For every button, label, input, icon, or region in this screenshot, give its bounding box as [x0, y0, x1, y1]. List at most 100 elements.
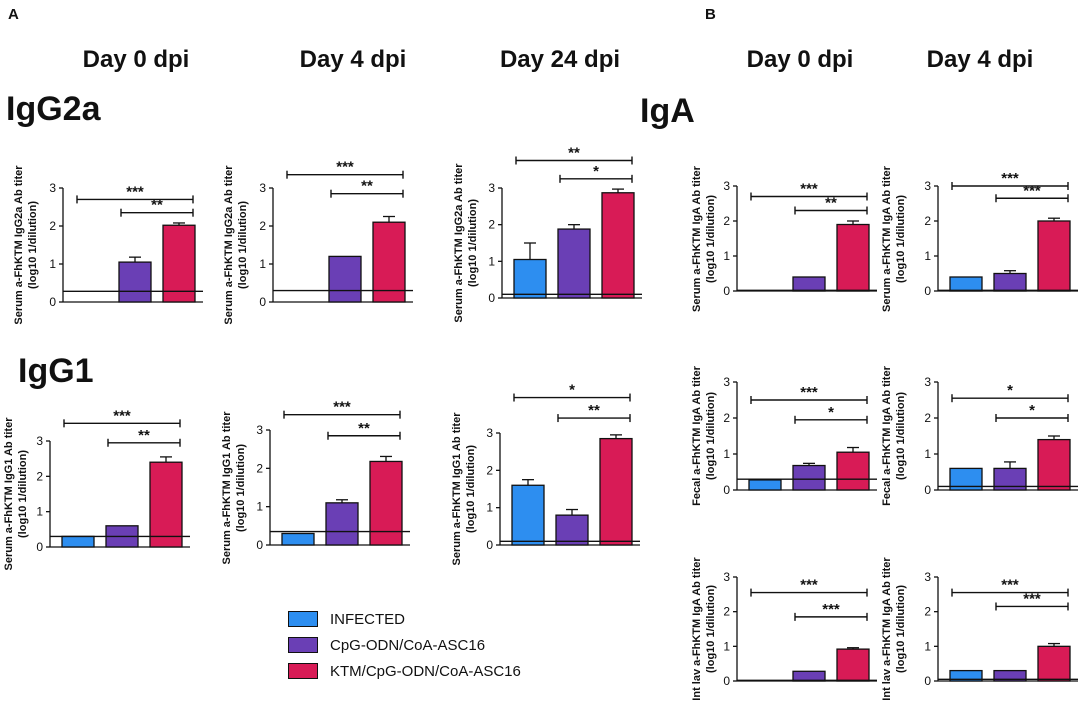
y-axis-label-main: Serum a-FhKTM IgA Ab titer: [691, 165, 703, 312]
bar: [993, 669, 1027, 682]
bar: [949, 467, 983, 491]
significance-label: ***: [822, 601, 840, 618]
chart-iga_intlav_d4: 0 1 2 3 ******: [924, 570, 1078, 688]
y-axis-label-main: Serum a-FhKTM IgA Ab titer: [881, 165, 893, 312]
significance-label: ***: [800, 577, 818, 594]
y-axis-label-main: Fecal a-FhKTM IgA Ab titer: [881, 366, 893, 506]
y-axis-label: Serum a-FhKTM IgG1 Ab titer (log10 1/dilu…: [220, 393, 248, 583]
significance-label: ***: [1023, 182, 1041, 199]
y-tick-label: 1: [924, 447, 931, 461]
significance-label: *: [1029, 402, 1035, 419]
y-axis-label: Serum a-FhKTM IgG2a Ab titer (log10 1/dil…: [452, 148, 480, 338]
y-axis-label-units: (log10 1/dilution): [17, 450, 29, 538]
y-tick-label: 0: [486, 538, 493, 552]
y-axis-label-main: Serum a-FhKTM IgG1 Ab titer: [221, 411, 233, 564]
y-tick-label: 3: [723, 179, 730, 193]
significance-label: ***: [113, 407, 131, 424]
significance-label: **: [588, 402, 600, 419]
bar: [748, 479, 782, 491]
significance-label: ***: [333, 399, 351, 416]
y-tick-label: 3: [723, 570, 730, 584]
significance-label: ***: [336, 159, 354, 176]
chart-iga_intlav_d0: 0 1 2 3 ******: [723, 570, 877, 688]
y-axis-label-main: Serum a-FhKTM IgG1 Ab titer: [451, 412, 463, 566]
y-tick-label: 2: [49, 219, 56, 233]
significance-label: ***: [126, 183, 144, 200]
y-tick-label: 3: [259, 181, 266, 195]
y-tick-label: 0: [256, 538, 263, 552]
y-axis-label-units: (log10 1/dilution): [27, 201, 39, 289]
y-tick-label: 0: [924, 674, 931, 688]
significance-label: **: [138, 427, 150, 444]
y-axis-label-main: Int lav a-FhKTM IgA Ab titer: [691, 557, 703, 701]
panel-label-a: A: [8, 6, 19, 23]
y-tick-label: 3: [36, 434, 43, 448]
bar: [792, 276, 826, 292]
y-axis-label: Serum a-FhKTM IgG2a Ab titer (log10 1/dil…: [222, 150, 250, 340]
bar: [1037, 438, 1071, 491]
y-axis-label-units: (log10 1/dilution): [705, 194, 717, 283]
bar: [328, 255, 362, 303]
y-tick-label: 2: [924, 411, 931, 425]
significance-label: **: [361, 178, 373, 195]
y-tick-label: 1: [723, 639, 730, 653]
column-title-a-day24: Day 24 dpi: [499, 46, 621, 73]
y-tick-label: 0: [723, 674, 730, 688]
legend-item-infected: INFECTED: [288, 606, 521, 632]
y-tick-label: 0: [723, 483, 730, 497]
bar: [1037, 220, 1071, 292]
y-axis-label-units: (log10 1/dilution): [895, 392, 907, 480]
row-title-igg2a: IgG2a: [6, 90, 101, 128]
bar: [601, 192, 635, 299]
y-axis-label-main: Fecal a-FhKTM IgA Ab titer: [691, 366, 703, 506]
column-title-a-day0: Day 0 dpi: [82, 46, 190, 73]
significance-label: *: [1007, 382, 1013, 399]
bar: [513, 258, 547, 299]
y-tick-label: 0: [49, 295, 56, 309]
panel-label-b: B: [705, 6, 716, 23]
y-axis-label-units: (log10 1/dilution): [895, 194, 907, 283]
row-title-igg1: IgG1: [18, 352, 94, 390]
significance-label: *: [828, 404, 834, 421]
bar: [118, 261, 152, 303]
y-tick-label: 3: [486, 426, 493, 440]
bar: [836, 648, 870, 682]
bar: [1037, 645, 1071, 682]
y-axis-label-units: (log10 1/dilution): [465, 445, 477, 533]
legend-swatch-infected: [288, 611, 318, 627]
y-axis-label-main: Serum a-FhKTM IgG2a Ab titer: [13, 165, 25, 325]
y-tick-label: 1: [49, 257, 56, 271]
y-axis-label-main: Serum a-FhKTM IgG2a Ab titer: [223, 165, 235, 325]
y-tick-label: 3: [924, 179, 931, 193]
y-tick-label: 1: [488, 254, 495, 268]
legend-item-ktm: KTM/CpG-ODN/CoA-ASC16: [288, 658, 521, 684]
y-axis-label: Fecal a-FhKTM IgA Ab titer (log10 1/dilut…: [690, 341, 718, 531]
y-tick-label: 1: [256, 500, 263, 514]
significance-label: ***: [800, 181, 818, 198]
y-tick-label: 0: [924, 284, 931, 298]
column-title-b-day4: Day 4 dpi: [926, 46, 1034, 73]
y-tick-label: 0: [723, 284, 730, 298]
bar: [149, 461, 183, 548]
y-tick-label: 2: [723, 411, 730, 425]
bar: [792, 464, 826, 491]
bar: [949, 276, 983, 292]
y-axis-label-main: Int lav a-FhKTM IgA Ab titer: [881, 557, 893, 701]
y-axis-label-units: (log10 1/dilution): [467, 199, 479, 287]
y-tick-label: 1: [259, 257, 266, 271]
y-tick-label: 0: [488, 291, 495, 305]
y-tick-label: 1: [723, 447, 730, 461]
y-tick-label: 1: [486, 501, 493, 515]
y-tick-label: 3: [924, 375, 931, 389]
column-title-a-day4: Day 4 dpi: [299, 46, 407, 73]
significance-label: **: [825, 195, 837, 212]
bar: [325, 502, 359, 546]
legend: INFECTED CpG-ODN/CoA-ASC16 KTM/CpG-ODN/C…: [288, 606, 521, 684]
y-tick-label: 2: [488, 218, 495, 232]
y-tick-label: 0: [259, 295, 266, 309]
